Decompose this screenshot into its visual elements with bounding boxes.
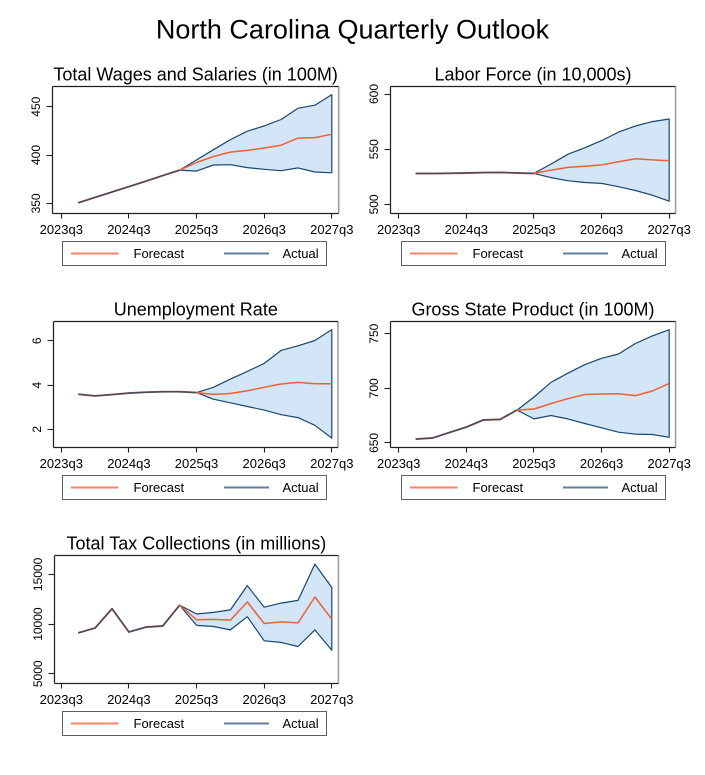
svg-text:2027q3: 2027q3: [310, 692, 353, 707]
svg-text:450: 450: [29, 96, 43, 116]
svg-text:Labor Force (in 10,000s): Labor Force (in 10,000s): [434, 65, 631, 85]
svg-text:2027q3: 2027q3: [310, 456, 353, 471]
svg-text:Actual: Actual: [622, 480, 658, 495]
svg-text:2025q3: 2025q3: [175, 692, 218, 707]
svg-text:2023q3: 2023q3: [40, 222, 83, 237]
svg-text:2026q3: 2026q3: [580, 222, 623, 237]
svg-text:2026q3: 2026q3: [243, 222, 286, 237]
svg-text:Forecast: Forecast: [134, 246, 185, 261]
svg-text:2026q3: 2026q3: [243, 692, 286, 707]
svg-text:2024q3: 2024q3: [107, 692, 150, 707]
svg-text:2: 2: [30, 426, 44, 433]
svg-text:6: 6: [30, 337, 44, 344]
svg-text:Forecast: Forecast: [473, 480, 524, 495]
svg-text:Actual: Actual: [622, 246, 658, 261]
svg-text:Gross State Product (in 100M): Gross State Product (in 100M): [411, 300, 654, 320]
svg-text:Unemployment Rate: Unemployment Rate: [114, 300, 278, 320]
svg-text:600: 600: [367, 84, 381, 104]
svg-text:4: 4: [30, 381, 44, 388]
svg-text:2024q3: 2024q3: [107, 456, 150, 471]
svg-text:2027q3: 2027q3: [648, 456, 691, 471]
svg-text:350: 350: [29, 193, 43, 213]
svg-text:2023q3: 2023q3: [40, 456, 83, 471]
svg-text:2023q3: 2023q3: [377, 456, 420, 471]
svg-text:2024q3: 2024q3: [445, 222, 488, 237]
svg-text:550: 550: [367, 139, 381, 159]
svg-text:Actual: Actual: [283, 246, 319, 261]
svg-text:5000: 5000: [31, 660, 45, 687]
svg-text:Actual: Actual: [283, 480, 319, 495]
svg-text:2023q3: 2023q3: [377, 222, 420, 237]
svg-text:500: 500: [367, 194, 381, 214]
svg-text:400: 400: [29, 145, 43, 165]
svg-text:2025q3: 2025q3: [175, 222, 218, 237]
svg-text:650: 650: [367, 433, 381, 453]
svg-text:2023q3: 2023q3: [40, 692, 83, 707]
svg-text:2024q3: 2024q3: [445, 456, 488, 471]
svg-text:15000: 15000: [31, 557, 45, 591]
svg-text:North Carolina Quarterly Outlo: North Carolina Quarterly Outlook: [156, 15, 550, 45]
svg-text:Forecast: Forecast: [473, 246, 524, 261]
svg-text:Total Wages and Salaries (in 1: Total Wages and Salaries (in 100M): [53, 65, 337, 85]
svg-text:10000: 10000: [31, 607, 45, 641]
svg-text:700: 700: [367, 378, 381, 398]
svg-text:Forecast: Forecast: [134, 480, 185, 495]
svg-text:2025q3: 2025q3: [512, 456, 555, 471]
svg-text:2025q3: 2025q3: [512, 222, 555, 237]
svg-text:Total Tax Collections (in mill: Total Tax Collections (in millions): [67, 534, 327, 554]
svg-text:750: 750: [367, 323, 381, 343]
svg-text:2026q3: 2026q3: [243, 456, 286, 471]
svg-text:2025q3: 2025q3: [175, 456, 218, 471]
svg-text:2024q3: 2024q3: [107, 222, 150, 237]
svg-text:2027q3: 2027q3: [310, 222, 353, 237]
svg-text:Forecast: Forecast: [134, 716, 185, 731]
svg-text:2026q3: 2026q3: [580, 456, 623, 471]
svg-text:2027q3: 2027q3: [648, 222, 691, 237]
svg-text:Actual: Actual: [283, 716, 319, 731]
